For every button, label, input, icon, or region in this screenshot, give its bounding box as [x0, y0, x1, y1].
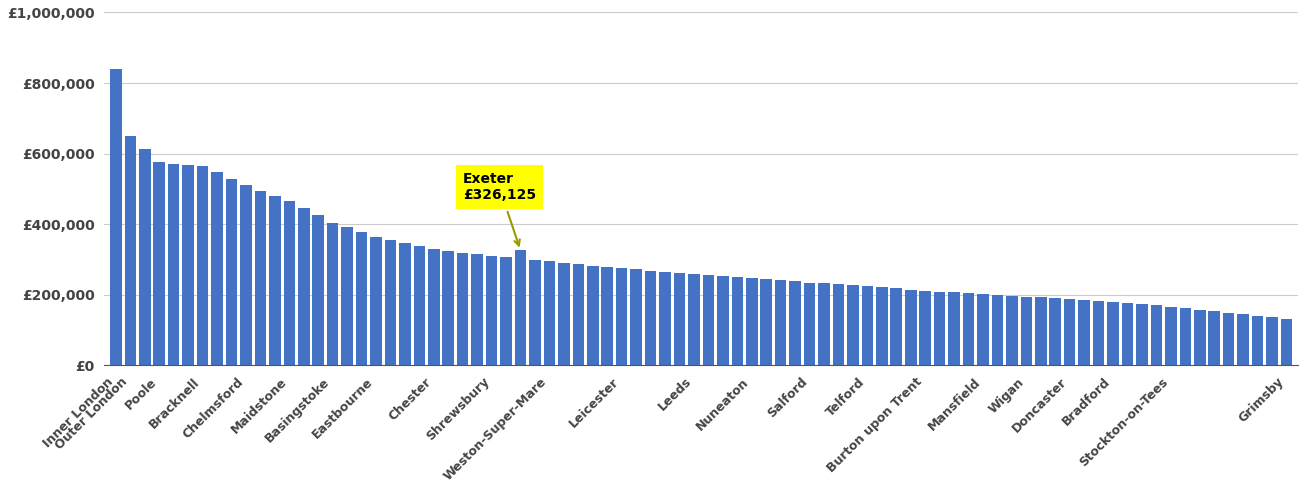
Bar [371, 237, 382, 366]
Bar [298, 208, 309, 366]
Bar [1237, 314, 1249, 366]
Bar [1194, 310, 1206, 366]
Bar [154, 163, 164, 366]
Bar [890, 288, 902, 366]
Bar [183, 165, 194, 366]
Bar [630, 270, 642, 366]
Bar [1006, 296, 1018, 366]
Text: Exeter
£326,125: Exeter £326,125 [463, 172, 536, 245]
Bar [269, 196, 281, 366]
Bar [1137, 304, 1148, 366]
Bar [385, 240, 397, 366]
Bar [428, 249, 440, 366]
Bar [616, 269, 628, 366]
Bar [1151, 305, 1163, 366]
Bar [949, 293, 960, 366]
Bar [920, 291, 930, 366]
Bar [790, 281, 801, 366]
Bar [283, 201, 295, 366]
Bar [226, 179, 238, 366]
Bar [716, 276, 728, 366]
Bar [110, 69, 121, 366]
Bar [833, 284, 844, 366]
Bar [659, 271, 671, 366]
Bar [746, 278, 757, 366]
Bar [775, 280, 787, 366]
Bar [342, 227, 352, 366]
Bar [254, 191, 266, 366]
Bar [138, 149, 150, 366]
Bar [602, 267, 613, 366]
Bar [761, 279, 773, 366]
Bar [1180, 308, 1191, 366]
Bar [124, 136, 136, 366]
Bar [500, 257, 512, 366]
Bar [732, 277, 743, 366]
Bar [1092, 301, 1104, 366]
Bar [1078, 300, 1090, 366]
Bar [240, 185, 252, 366]
Bar [1035, 297, 1047, 366]
Bar [1064, 299, 1075, 366]
Bar [804, 283, 816, 366]
Bar [1280, 318, 1292, 366]
Bar [992, 295, 1004, 366]
Bar [702, 275, 714, 366]
Bar [1049, 298, 1061, 366]
Bar [312, 216, 324, 366]
Bar [861, 286, 873, 366]
Bar [471, 254, 483, 366]
Bar [688, 274, 699, 366]
Bar [963, 294, 975, 366]
Bar [847, 285, 859, 366]
Bar [559, 263, 570, 366]
Bar [1021, 296, 1032, 366]
Bar [326, 222, 338, 366]
Bar [1251, 316, 1263, 366]
Bar [977, 294, 989, 366]
Bar [1165, 307, 1177, 366]
Bar [544, 261, 555, 366]
Bar [876, 287, 887, 366]
Bar [573, 264, 585, 366]
Bar [818, 283, 830, 366]
Bar [1107, 302, 1118, 366]
Bar [1223, 313, 1235, 366]
Bar [485, 256, 497, 366]
Bar [356, 232, 367, 366]
Bar [904, 290, 916, 366]
Bar [414, 246, 425, 366]
Bar [457, 252, 468, 366]
Bar [530, 260, 540, 366]
Bar [673, 272, 685, 366]
Bar [1208, 311, 1220, 366]
Bar [211, 172, 223, 366]
Bar [514, 250, 526, 366]
Bar [1266, 317, 1278, 366]
Bar [197, 166, 209, 366]
Bar [934, 292, 945, 366]
Bar [168, 164, 180, 366]
Bar [645, 270, 656, 366]
Bar [442, 251, 454, 366]
Bar [399, 243, 411, 366]
Bar [587, 266, 599, 366]
Bar [1122, 303, 1133, 366]
